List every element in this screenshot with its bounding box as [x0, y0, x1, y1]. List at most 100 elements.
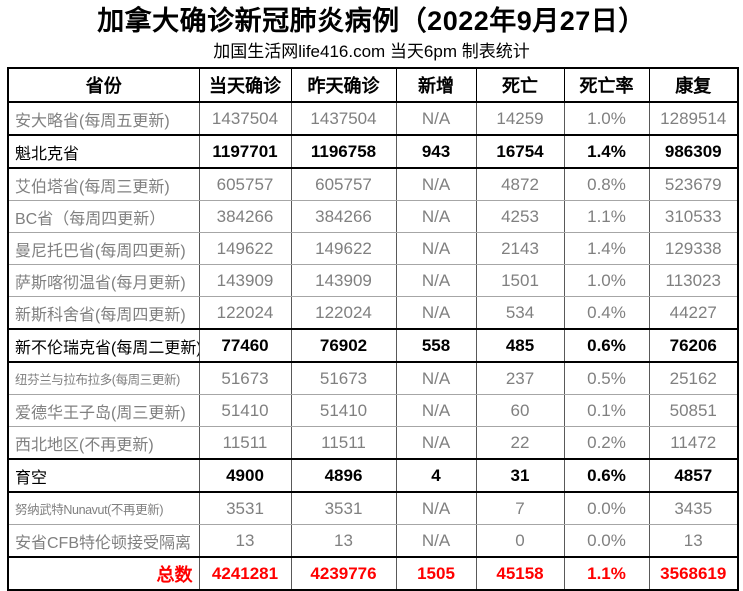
value-cell: N/A: [395, 394, 477, 427]
value-cell: 605757: [198, 167, 292, 201]
value-cell: N/A: [395, 264, 477, 297]
value-cell: 13: [290, 524, 397, 558]
table-row: 萨斯喀彻温省(每月更新) 143909 143909 N/A 1501 1.0% 11302…: [7, 264, 739, 297]
value-cell: 1437504: [198, 101, 292, 136]
value-cell: 4872: [475, 167, 565, 201]
value-cell: N/A: [395, 232, 477, 265]
col-header-new-cases: 新增: [395, 67, 477, 103]
value-cell: 1197701: [198, 134, 292, 169]
value-cell: 60: [475, 394, 565, 427]
value-cell: 50851: [648, 394, 739, 427]
table-body: 安大略省(每周五更新) 1437504 1437504 N/A 14259 1.0% 128…: [7, 101, 739, 591]
table-row: 魁北克省 1197701 1196758 943 16754 1.4% 986309: [7, 134, 739, 169]
col-header-deaths: 死亡: [475, 67, 565, 103]
value-cell: 149622: [198, 232, 292, 265]
value-cell: 122024: [290, 296, 397, 330]
table-row: 努纳武特Nunavut(不再更新) 3531 3531 N/A 7 0.0% 3435: [7, 491, 739, 525]
value-cell: 14259: [475, 101, 565, 136]
page-subtitle: 加国生活网life416.com 当天6pm 制表统计: [213, 42, 530, 61]
province-cell: 艾伯塔省(每周三更新): [7, 167, 200, 201]
value-cell: 3568619: [648, 556, 739, 591]
table-row: 安省CFB特伦顿接受隔离 13 13 N/A 0 0.0% 13: [7, 524, 739, 558]
value-cell: 129338: [648, 232, 739, 265]
value-cell: 76902: [290, 328, 397, 363]
value-cell: 1.1%: [563, 556, 650, 591]
value-cell: 16754: [475, 134, 565, 169]
col-header-yesterday-confirmed: 昨天确诊: [290, 67, 397, 103]
value-cell: N/A: [395, 491, 477, 525]
value-cell: 3531: [290, 491, 397, 525]
province-cell: 曼尼托巴省(每周四更新): [7, 232, 200, 265]
value-cell: 143909: [290, 264, 397, 297]
value-cell: 523679: [648, 167, 739, 201]
value-cell: 237: [475, 361, 565, 395]
province-cell: 安省CFB特伦顿接受隔离: [7, 524, 200, 558]
value-cell: 0: [475, 524, 565, 558]
value-cell: 0.5%: [563, 361, 650, 395]
value-cell: N/A: [395, 200, 477, 233]
value-cell: 4900: [198, 458, 292, 493]
value-cell: N/A: [395, 361, 477, 395]
table-row: 曼尼托巴省(每周四更新) 149622 149622 N/A 2143 1.4% 12933…: [7, 232, 739, 265]
covid-cases-table: 省份 当天确诊 昨天确诊 新增 死亡 死亡率 康复 安大略省(每周五更新) 143…: [7, 67, 739, 591]
value-cell: 0.4%: [563, 296, 650, 330]
value-cell: 0.1%: [563, 394, 650, 427]
value-cell: 1.0%: [563, 264, 650, 297]
value-cell: 986309: [648, 134, 739, 169]
table-row: 艾伯塔省(每周三更新) 605757 605757 N/A 4872 0.8% 523679: [7, 167, 739, 201]
value-cell: 4857: [648, 458, 739, 493]
value-cell: 943: [395, 134, 477, 169]
value-cell: 605757: [290, 167, 397, 201]
value-cell: 113023: [648, 264, 739, 297]
value-cell: 558: [395, 328, 477, 363]
province-cell: BC省（每周四更新）: [7, 200, 200, 233]
value-cell: 384266: [198, 200, 292, 233]
col-header-death-rate: 死亡率: [563, 67, 650, 103]
value-cell: 51410: [290, 394, 397, 427]
value-cell: 4896: [290, 458, 397, 493]
value-cell: 4: [395, 458, 477, 493]
table-row: 新斯科舍省(每周四更新) 122024 122024 N/A 534 0.4% 44227: [7, 296, 739, 330]
province-cell: 魁北克省: [7, 134, 200, 169]
value-cell: 44227: [648, 296, 739, 330]
value-cell: 4241281: [198, 556, 292, 591]
value-cell: 1437504: [290, 101, 397, 136]
table-row: 西北地区(不再更新) 11511 11511 N/A 22 0.2% 11472: [7, 426, 739, 460]
col-header-recovered: 康复: [648, 67, 739, 103]
value-cell: 1.4%: [563, 134, 650, 169]
table-row: 新不伦瑞克省(每周二更新) 77460 76902 558 485 0.6% 76206: [7, 328, 739, 363]
value-cell: 1505: [395, 556, 477, 591]
value-cell: 1289514: [648, 101, 739, 136]
table-header: 省份 当天确诊 昨天确诊 新增 死亡 死亡率 康复: [7, 67, 739, 103]
value-cell: 25162: [648, 361, 739, 395]
value-cell: 13: [648, 524, 739, 558]
value-cell: 3435: [648, 491, 739, 525]
value-cell: 1.4%: [563, 232, 650, 265]
province-cell: 纽芬兰与拉布拉多(每周三更新): [7, 361, 200, 395]
value-cell: 11511: [290, 426, 397, 460]
value-cell: 51673: [290, 361, 397, 395]
province-cell: 努纳武特Nunavut(不再更新): [7, 491, 200, 525]
value-cell: 2143: [475, 232, 565, 265]
value-cell: 0.8%: [563, 167, 650, 201]
value-cell: 77460: [198, 328, 292, 363]
value-cell: 22: [475, 426, 565, 460]
value-cell: N/A: [395, 296, 477, 330]
header-row: 省份 当天确诊 昨天确诊 新增 死亡 死亡率 康复: [7, 67, 739, 103]
value-cell: 143909: [198, 264, 292, 297]
value-cell: N/A: [395, 167, 477, 201]
province-cell: 新斯科舍省(每周四更新): [7, 296, 200, 330]
value-cell: 76206: [648, 328, 739, 363]
province-cell: 安大略省(每周五更新): [7, 101, 200, 136]
value-cell: 0.0%: [563, 524, 650, 558]
value-cell: 1.1%: [563, 200, 650, 233]
value-cell: N/A: [395, 426, 477, 460]
province-cell: 新不伦瑞克省(每周二更新): [7, 328, 200, 363]
value-cell: 11472: [648, 426, 739, 460]
province-cell: 育空: [7, 458, 200, 493]
value-cell: 384266: [290, 200, 397, 233]
value-cell: 1501: [475, 264, 565, 297]
value-cell: 1196758: [290, 134, 397, 169]
value-cell: 4253: [475, 200, 565, 233]
value-cell: 45158: [475, 556, 565, 591]
